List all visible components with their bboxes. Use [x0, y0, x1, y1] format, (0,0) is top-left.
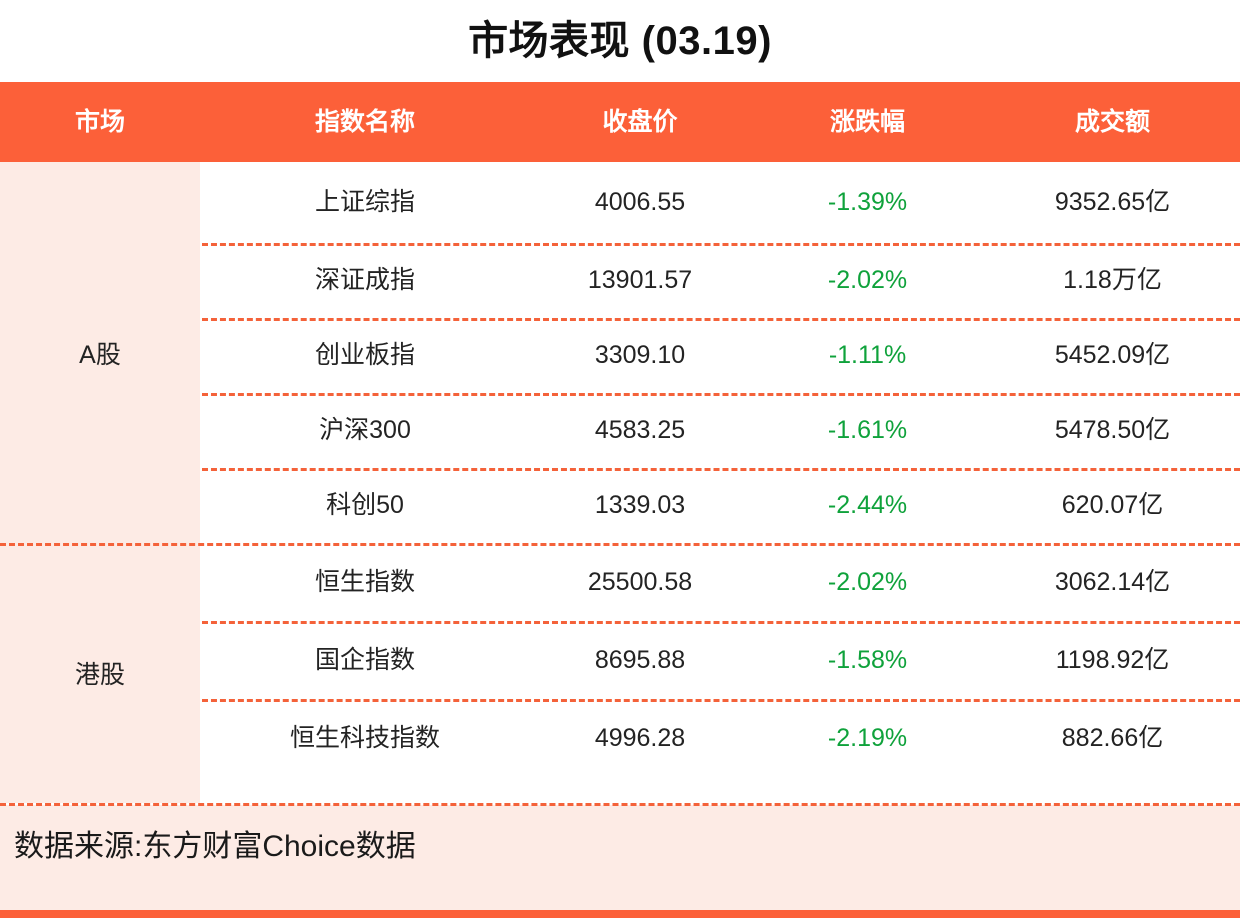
column-header-close-price: 收盘价: [602, 107, 678, 136]
close-price: 4583.25: [594, 416, 686, 444]
market-group-hk-shares: 港股 恒生指数 25500.58 -2.02% 3062.14亿 国企指数 86…: [0, 543, 1240, 803]
change-percent: -1.11%: [828, 341, 907, 369]
table-row[interactable]: 沪深300 4583.25 -1.61% 5478.50亿: [0, 393, 1240, 468]
index-name: 沪深300: [319, 416, 411, 444]
table-bottom-divider: [0, 803, 1240, 806]
column-header-change-pct: 涨跌幅: [829, 107, 905, 136]
table-body: A股 上证综指 4006.55 -1.39% 9352.65亿 深证成指 139…: [0, 162, 1240, 803]
close-price: 4996.28: [594, 723, 686, 752]
change-percent: -2.02%: [827, 567, 908, 596]
market-column-background-hk-shares: [0, 543, 200, 803]
row-divider: [202, 468, 1240, 471]
page-title: 市场表现 (03.19): [468, 19, 772, 63]
close-price: 4006.55: [594, 188, 686, 216]
table-row[interactable]: 创业板指 3309.10 -1.11% 5452.09亿: [0, 318, 1240, 393]
change-percent: -1.39%: [827, 188, 908, 216]
change-percent: -2.19%: [827, 723, 908, 752]
turnover: 882.66亿: [1061, 723, 1164, 752]
index-name: 恒生指数: [314, 567, 415, 596]
change-percent: -2.44%: [827, 491, 908, 519]
market-group-a-shares: A股 上证综指 4006.55 -1.39% 9352.65亿 深证成指 139…: [0, 162, 1240, 543]
close-price: 8695.88: [594, 645, 686, 674]
row-divider: [202, 699, 1240, 702]
market-label-hk-shares: 港股: [74, 661, 125, 689]
market-performance-table: 市场 指数名称 收盘价 涨跌幅 成交额 A股 上证综指 4006.55 -1.3…: [0, 82, 1240, 803]
index-name: 创业板指: [314, 341, 415, 369]
index-name: 科创50: [326, 491, 404, 519]
change-percent: -2.02%: [827, 266, 908, 294]
index-name: 恒生科技指数: [289, 723, 440, 752]
turnover: 1.18万亿: [1063, 266, 1162, 294]
column-header-market: 市场: [74, 107, 125, 136]
turnover: 620.07亿: [1061, 491, 1164, 519]
table-row[interactable]: 国企指数 8695.88 -1.58% 1198.92亿: [0, 621, 1240, 699]
turnover: 9352.65亿: [1054, 188, 1171, 216]
table-row[interactable]: 恒生科技指数 4996.28 -2.19% 882.66亿: [0, 699, 1240, 777]
market-group-divider: [0, 543, 1240, 546]
table-header-row: 市场 指数名称 收盘价 涨跌幅 成交额: [0, 82, 1240, 162]
table-row[interactable]: 科创50 1339.03 -2.44% 620.07亿: [0, 468, 1240, 543]
index-name: 上证综指: [314, 188, 415, 216]
close-price: 13901.57: [587, 266, 693, 294]
table-row[interactable]: 上证综指 4006.55 -1.39% 9352.65亿: [0, 162, 1240, 243]
row-divider: [202, 393, 1240, 396]
column-header-index-name: 指数名称: [314, 107, 415, 136]
page-title-bar: 市场表现 (03.19): [0, 0, 1240, 82]
footer-bar: 数据来源:东方财富Choice数据: [0, 805, 1240, 910]
table-row[interactable]: 恒生指数 25500.58 -2.02% 3062.14亿: [0, 543, 1240, 621]
row-divider: [202, 243, 1240, 246]
change-percent: -1.58%: [827, 645, 908, 674]
close-price: 1339.03: [594, 491, 686, 519]
index-name: 国企指数: [314, 645, 415, 674]
turnover: 5452.09亿: [1054, 341, 1171, 369]
market-column-background-a-shares: [0, 162, 200, 543]
index-name: 深证成指: [314, 266, 415, 294]
table-row[interactable]: 深证成指 13901.57 -2.02% 1.18万亿: [0, 243, 1240, 318]
close-price: 25500.58: [587, 567, 693, 596]
turnover: 1198.92亿: [1055, 645, 1170, 674]
close-price: 3309.10: [594, 341, 686, 369]
change-percent: -1.61%: [827, 416, 908, 444]
turnover: 5478.50亿: [1054, 416, 1171, 444]
bottom-accent-bar: [0, 910, 1240, 918]
column-header-turnover: 成交额: [1074, 107, 1150, 136]
data-source-note: 数据来源:东方财富Choice数据: [14, 830, 416, 863]
row-divider: [202, 318, 1240, 321]
turnover: 3062.14亿: [1054, 567, 1171, 596]
row-divider: [202, 621, 1240, 624]
market-label-a-shares: A股: [79, 340, 121, 369]
